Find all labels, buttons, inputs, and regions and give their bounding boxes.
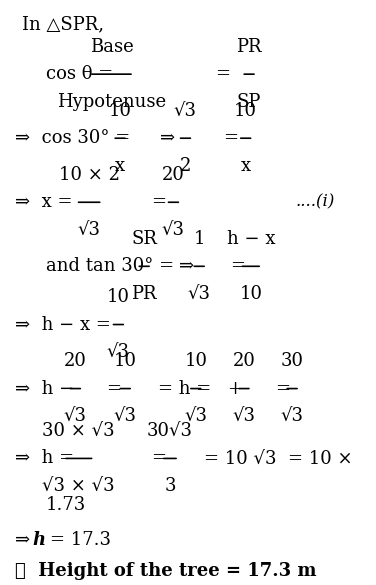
Text: ⇒: ⇒ [179,257,194,276]
Text: SP: SP [237,93,261,111]
Text: √3: √3 [184,407,207,425]
Text: ⇒: ⇒ [15,531,36,549]
Text: Base: Base [89,37,133,56]
Text: ⇒  cos 30° =: ⇒ cos 30° = [15,129,130,147]
Text: =: = [151,449,166,467]
Text: √3: √3 [107,343,130,361]
Text: 1: 1 [194,230,205,247]
Text: 10: 10 [109,102,132,119]
Text: √3 × √3: √3 × √3 [42,477,115,495]
Text: = 10 √3  = 10 ×: = 10 √3 = 10 × [205,449,353,467]
Text: =: = [230,257,245,276]
Text: ⇒: ⇒ [160,129,175,147]
Text: ....(i): ....(i) [296,194,335,211]
Text: x: x [241,157,251,175]
Text: PR: PR [132,285,157,303]
Text: PR: PR [237,37,262,56]
Text: 10: 10 [114,352,137,370]
Text: ⇒  h =: ⇒ h = [15,449,74,467]
Text: √3: √3 [64,407,87,425]
Text: 20: 20 [64,352,87,370]
Text: =: = [223,129,238,147]
Text: √3: √3 [77,221,101,239]
Text: 10: 10 [107,288,130,306]
Text: =: = [275,380,290,398]
Text: 10: 10 [184,352,207,370]
Text: √3: √3 [188,285,211,303]
Text: =: = [151,193,166,211]
Text: 30 × √3: 30 × √3 [42,422,115,440]
Text: 30: 30 [280,352,304,370]
Text: =: = [106,380,121,398]
Text: 20: 20 [162,166,185,184]
Text: √3: √3 [280,407,304,425]
Text: In △SPR,: In △SPR, [22,16,104,34]
Text: √3: √3 [232,407,255,425]
Text: 1.73: 1.73 [46,496,86,514]
Text: =: = [215,65,230,83]
Text: SR: SR [131,230,157,247]
Text: x: x [115,157,125,175]
Text: √3: √3 [174,102,197,119]
Text: = 17.3: = 17.3 [50,531,111,549]
Text: Hypotenuse: Hypotenuse [57,93,166,111]
Text: h: h [32,531,45,549]
Text: +: + [227,380,242,398]
Text: 10 × 2: 10 × 2 [59,166,120,184]
Text: ⇒  h −: ⇒ h − [15,380,74,398]
Text: 20: 20 [232,352,255,370]
Text: cos θ =: cos θ = [46,65,119,83]
Text: ⇒  h − x =: ⇒ h − x = [15,315,111,333]
Text: 2: 2 [180,157,191,175]
Text: ∴  Height of the tree = 17.3 m: ∴ Height of the tree = 17.3 m [15,562,317,580]
Text: 10: 10 [240,285,262,303]
Text: 10: 10 [234,102,257,119]
Text: h − x: h − x [227,230,275,247]
Text: 30√3: 30√3 [147,422,193,440]
Text: √3: √3 [114,407,137,425]
Text: = h =: = h = [158,380,211,398]
Text: and tan 30° =: and tan 30° = [46,257,174,276]
Text: 3: 3 [164,477,176,495]
Text: √3: √3 [162,221,185,239]
Text: ⇒  x =: ⇒ x = [15,193,73,211]
